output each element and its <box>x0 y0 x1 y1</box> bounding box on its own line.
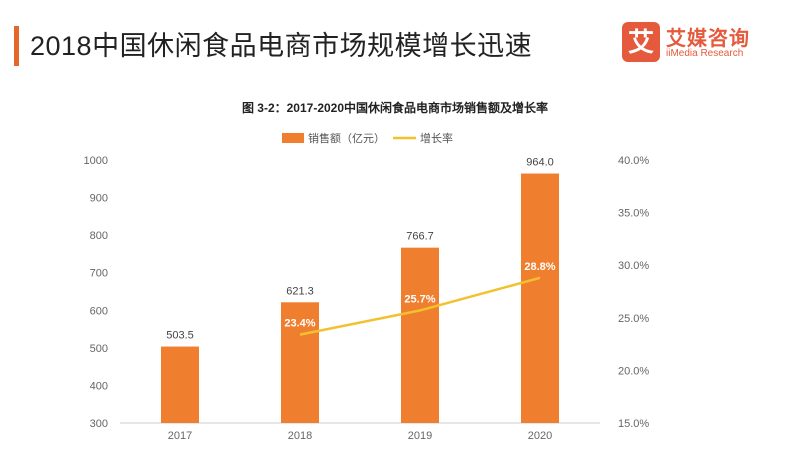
bar-value-label: 503.5 <box>166 330 194 342</box>
logo-name-en: iiMedia Research <box>666 48 744 59</box>
legend-bar-swatch <box>282 133 304 143</box>
y-axis-right: 15.0% 20.0% 25.0% 30.0% 35.0% 40.0% <box>618 155 649 430</box>
y-right-tick-label: 30.0% <box>618 260 649 272</box>
x-tick-label: 2017 <box>168 430 192 442</box>
y-right-tick-label: 35.0% <box>618 208 649 220</box>
y-right-tick-label: 15.0% <box>618 418 649 430</box>
y-right-tick-label: 25.0% <box>618 313 649 325</box>
y-left-tick-label: 700 <box>90 268 108 280</box>
growth-rate-label: 28.8% <box>524 261 555 273</box>
logo-name-cn: 艾媒咨询 <box>666 28 750 50</box>
bar-value-label: 766.7 <box>406 231 434 243</box>
y-left-tick-label: 1000 <box>84 155 108 167</box>
y-left-tick-label: 300 <box>90 418 108 430</box>
page-title: 2018中国休闲食品电商市场规模增长迅速 <box>30 31 533 61</box>
y-axis-left: 300 400 500 600 700 800 900 1000 <box>84 155 108 430</box>
x-axis: 2017 2018 2019 2020 <box>120 422 600 442</box>
chart-legend: 销售额（亿元） 增长率 <box>282 131 453 145</box>
bar-2017 <box>161 346 199 423</box>
x-tick-label: 2018 <box>288 430 312 442</box>
bar-2020 <box>521 173 559 423</box>
x-tick-label: 2019 <box>408 430 432 442</box>
bar-2019 <box>401 247 439 423</box>
y-left-tick-label: 400 <box>90 380 108 392</box>
growth-rate-line <box>299 276 541 336</box>
y-left-tick-label: 500 <box>90 343 108 355</box>
bar-value-label: 964.0 <box>526 157 554 169</box>
chart-title: 图 3-2：2017-2020中国休闲食品电商市场销售额及增长率 <box>242 100 548 115</box>
bar-series: 503.5 621.3 766.7 964.0 <box>161 157 559 423</box>
legend-bar-label: 销售额（亿元） <box>308 131 385 145</box>
y-right-tick-label: 20.0% <box>618 365 649 377</box>
growth-line-series: 23.4% 25.7% 28.8% <box>284 261 556 336</box>
x-tick-label: 2020 <box>528 430 552 442</box>
bar-2018 <box>281 302 319 423</box>
title-accent-bar <box>14 26 19 66</box>
y-right-tick-label: 40.0% <box>618 155 649 167</box>
y-left-tick-label: 600 <box>90 305 108 317</box>
y-left-tick-label: 800 <box>90 230 108 242</box>
y-left-tick-label: 900 <box>90 193 108 205</box>
growth-rate-label: 25.7% <box>404 293 435 305</box>
growth-rate-label: 23.4% <box>284 318 315 330</box>
iimedia-logo: 艾 艾媒咨询 iiMedia Research <box>622 22 772 66</box>
bar-value-label: 621.3 <box>286 285 314 297</box>
legend-line-label: 增长率 <box>420 131 453 145</box>
logo-mark-icon: 艾 <box>622 22 660 62</box>
